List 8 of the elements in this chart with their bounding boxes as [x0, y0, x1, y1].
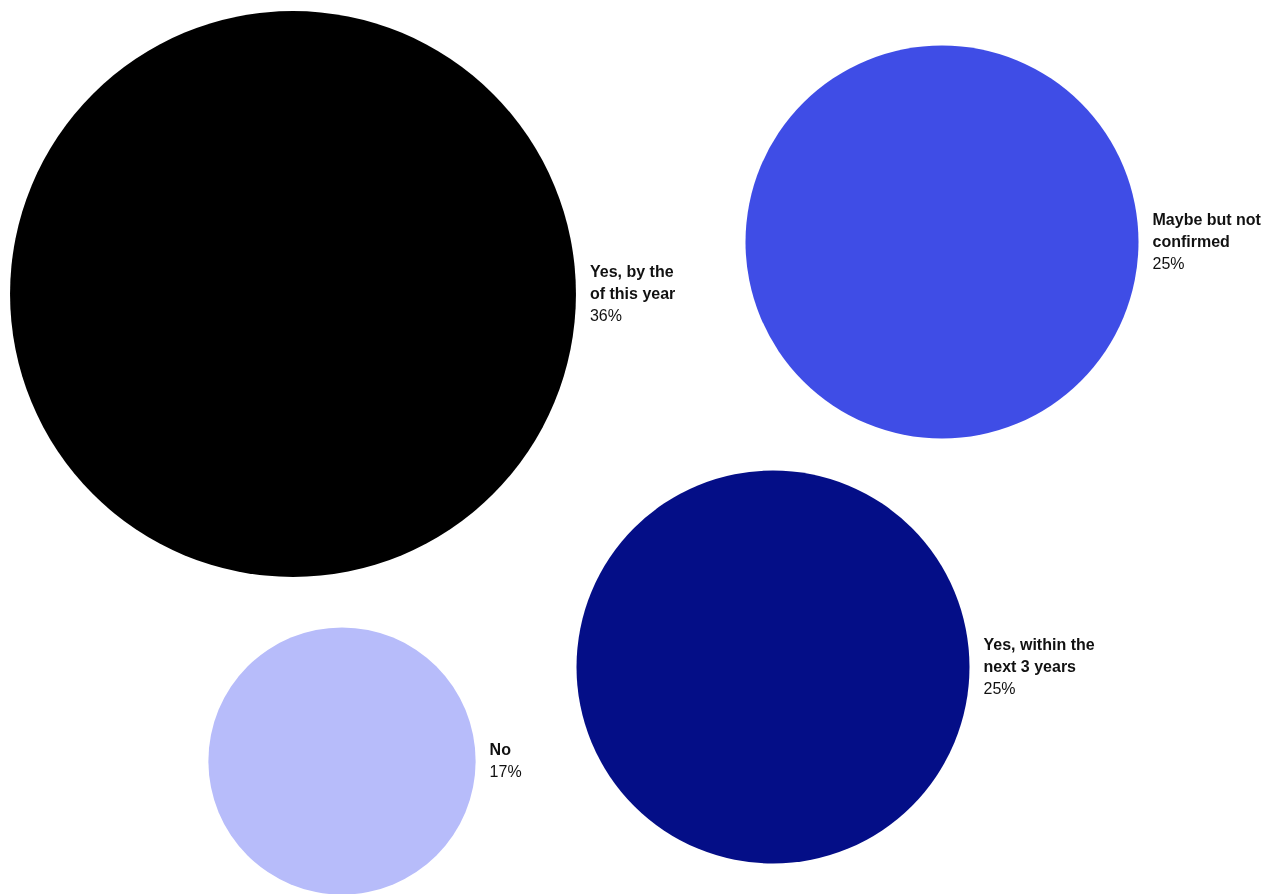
data-label: 36%: [589, 307, 622, 324]
category-label: No: [489, 741, 512, 758]
data-label: 25%: [1152, 255, 1185, 272]
category-label: Maybe but not confirmed: [1152, 211, 1262, 250]
category-label: Yes, within the next 3 years: [983, 636, 1095, 675]
data-label: 25%: [983, 680, 1016, 697]
data-label: 17%: [489, 763, 522, 780]
category-label: Yes, by the of this year: [589, 263, 676, 302]
